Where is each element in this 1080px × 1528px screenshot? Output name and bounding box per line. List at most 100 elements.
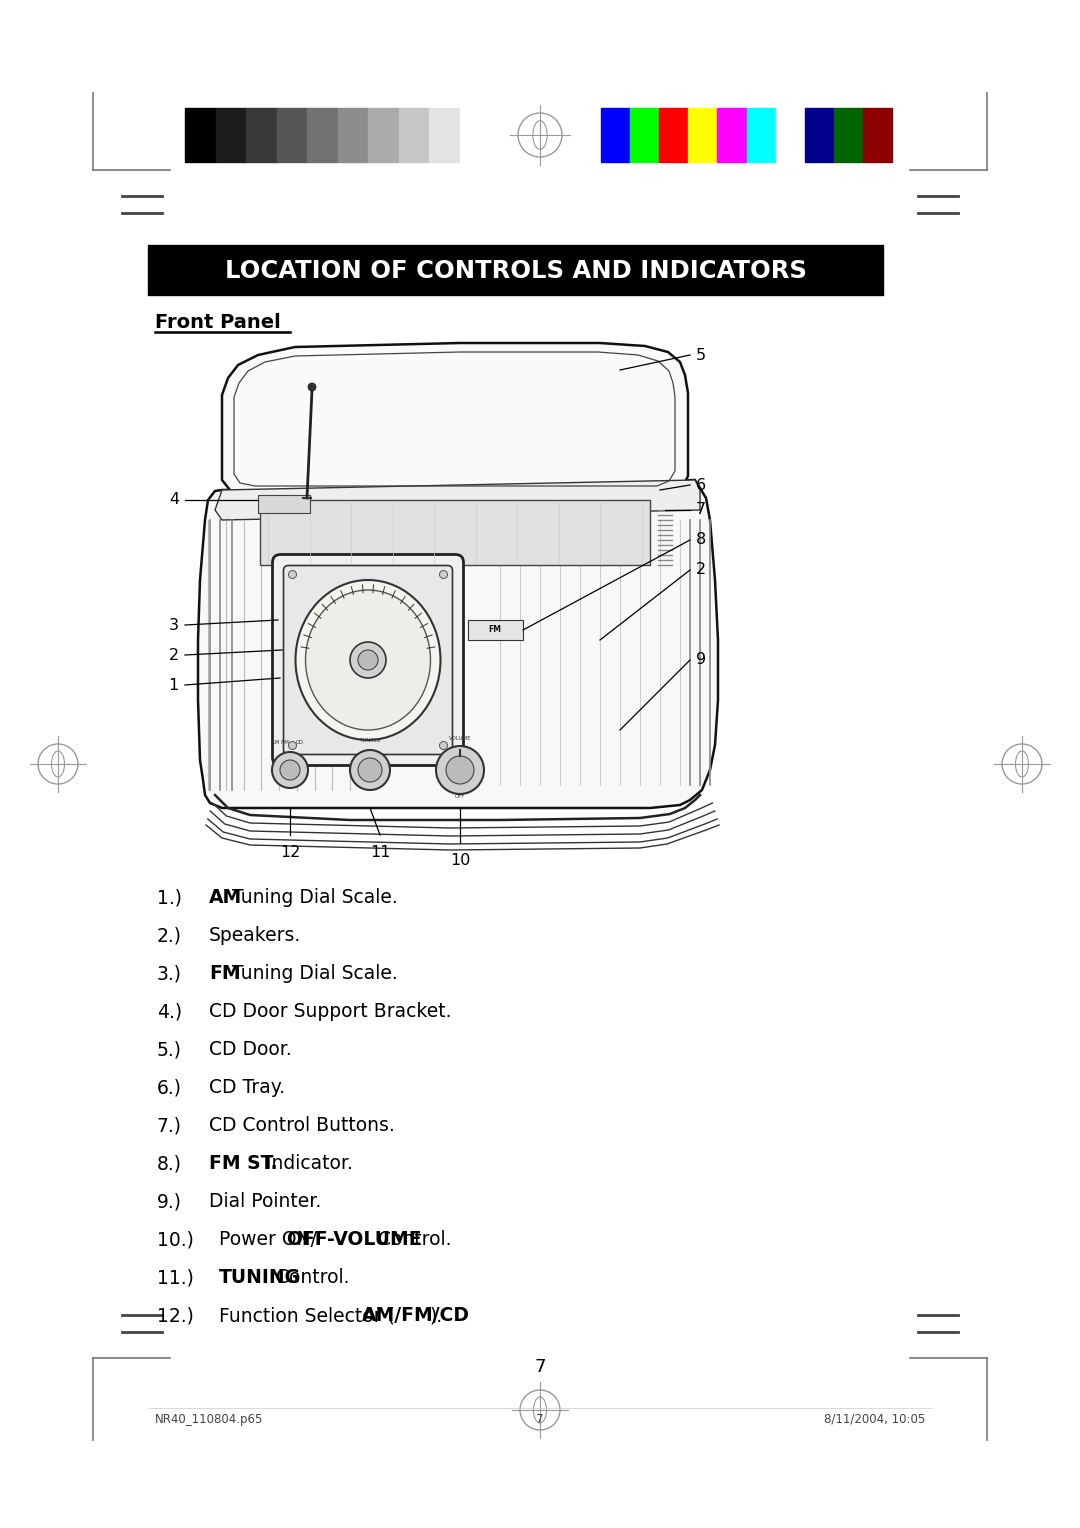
Text: 3.): 3.) <box>157 964 183 983</box>
Text: Indicator.: Indicator. <box>260 1154 353 1174</box>
Text: CD Door Support Bracket.: CD Door Support Bracket. <box>210 1002 451 1021</box>
Bar <box>659 108 688 162</box>
Text: 3: 3 <box>168 617 179 633</box>
Bar <box>368 108 399 162</box>
Text: 11: 11 <box>369 845 390 860</box>
Text: NR40_110804.p65: NR40_110804.p65 <box>156 1413 264 1426</box>
Bar <box>459 108 490 162</box>
Bar <box>276 108 307 162</box>
Text: 2.): 2.) <box>157 926 183 944</box>
Text: CD Control Buttons.: CD Control Buttons. <box>210 1115 395 1135</box>
Text: AM FM: AM FM <box>271 740 289 746</box>
Text: 11.): 11.) <box>157 1268 194 1287</box>
Text: Control.: Control. <box>270 1268 350 1287</box>
Bar <box>746 108 775 162</box>
Bar <box>717 108 746 162</box>
Text: Tuning Dial Scale.: Tuning Dial Scale. <box>226 964 397 983</box>
Text: 10.): 10.) <box>157 1230 194 1248</box>
Text: CD: CD <box>296 740 303 746</box>
Text: Dial Pointer.: Dial Pointer. <box>210 1192 321 1212</box>
Text: AM/FM/CD: AM/FM/CD <box>362 1306 470 1325</box>
Text: 9.): 9.) <box>157 1192 183 1212</box>
Text: 12: 12 <box>280 845 300 860</box>
Text: 1.): 1.) <box>157 888 183 908</box>
Text: FM ST.: FM ST. <box>210 1154 278 1174</box>
Text: ).: ). <box>430 1306 443 1325</box>
Text: FM: FM <box>210 964 241 983</box>
Bar <box>307 108 337 162</box>
Text: Control.: Control. <box>372 1230 451 1248</box>
Text: 2: 2 <box>696 562 706 578</box>
Text: 8.): 8.) <box>157 1154 183 1174</box>
Bar <box>429 108 459 162</box>
Bar <box>246 108 276 162</box>
Text: FM: FM <box>488 625 501 634</box>
Text: 1: 1 <box>168 677 179 692</box>
Circle shape <box>280 759 300 779</box>
Text: 5.): 5.) <box>157 1041 183 1059</box>
Text: 9: 9 <box>696 652 706 668</box>
Text: TUNING: TUNING <box>360 738 380 743</box>
Bar <box>805 108 834 162</box>
Ellipse shape <box>296 581 441 740</box>
Bar <box>468 620 523 640</box>
Text: OFF-VOLUME: OFF-VOLUME <box>286 1230 422 1248</box>
Text: 5: 5 <box>696 347 706 362</box>
Circle shape <box>357 649 378 669</box>
Polygon shape <box>222 342 688 494</box>
Text: Tuning Dial Scale.: Tuning Dial Scale. <box>226 888 397 908</box>
Ellipse shape <box>306 590 431 730</box>
Circle shape <box>446 756 474 784</box>
Text: 10: 10 <box>449 853 470 868</box>
Text: 12.): 12.) <box>157 1306 194 1325</box>
Bar <box>600 108 630 162</box>
Text: 7: 7 <box>535 1358 545 1377</box>
Bar <box>337 108 368 162</box>
Text: VOLUME: VOLUME <box>448 736 471 741</box>
Circle shape <box>440 570 447 579</box>
Text: TUNING: TUNING <box>219 1268 301 1287</box>
Text: CD Door.: CD Door. <box>210 1041 292 1059</box>
Text: 7: 7 <box>696 503 706 518</box>
Text: Function Selector (: Function Selector ( <box>219 1306 395 1325</box>
Circle shape <box>350 642 386 678</box>
Circle shape <box>308 384 316 391</box>
Text: 2: 2 <box>168 648 179 663</box>
FancyBboxPatch shape <box>272 555 463 766</box>
Bar <box>258 495 310 513</box>
Text: 6.): 6.) <box>157 1077 183 1097</box>
Text: CD Tray.: CD Tray. <box>210 1077 285 1097</box>
Text: 8/11/2004, 10:05: 8/11/2004, 10:05 <box>824 1413 924 1426</box>
Circle shape <box>272 752 308 788</box>
Text: 4: 4 <box>168 492 179 507</box>
Text: 7.): 7.) <box>157 1115 183 1135</box>
Circle shape <box>288 741 297 750</box>
Bar <box>863 108 892 162</box>
Text: Speakers.: Speakers. <box>210 926 301 944</box>
Bar <box>148 244 883 295</box>
Polygon shape <box>198 480 718 808</box>
Bar <box>630 108 659 162</box>
Circle shape <box>357 758 382 782</box>
Polygon shape <box>215 480 700 520</box>
Bar <box>260 500 650 565</box>
Circle shape <box>436 746 484 795</box>
Text: 7: 7 <box>537 1413 543 1426</box>
Bar <box>834 108 863 162</box>
Text: 8: 8 <box>696 532 706 547</box>
Bar <box>399 108 429 162</box>
Bar <box>688 108 717 162</box>
Text: 6: 6 <box>696 477 706 492</box>
Circle shape <box>350 750 390 790</box>
Circle shape <box>288 570 297 579</box>
Bar <box>216 108 246 162</box>
Text: Power ON/: Power ON/ <box>219 1230 318 1248</box>
Text: Front Panel: Front Panel <box>156 313 281 332</box>
Text: AM: AM <box>210 888 242 908</box>
Bar <box>185 108 216 162</box>
Circle shape <box>440 741 447 750</box>
Bar <box>775 108 805 162</box>
Text: OFF: OFF <box>455 795 465 799</box>
Text: 4.): 4.) <box>157 1002 183 1021</box>
FancyBboxPatch shape <box>283 565 453 755</box>
